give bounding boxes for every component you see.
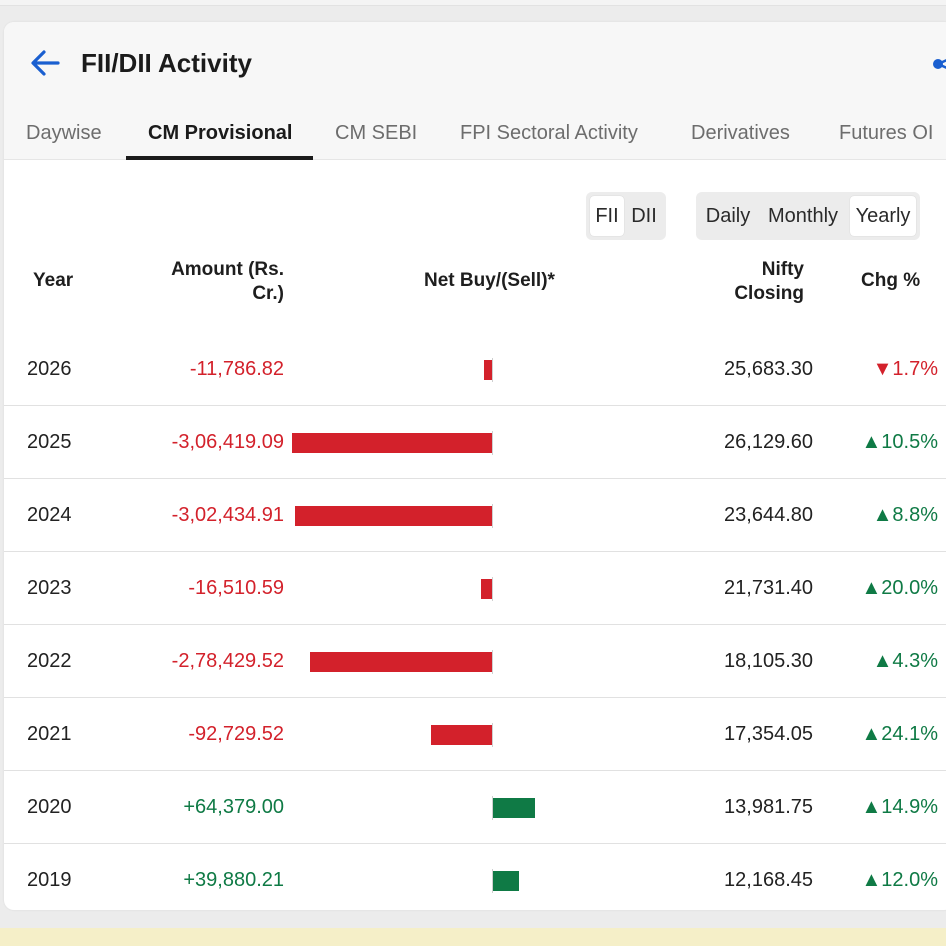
tab-cm-sebi[interactable]: CM SEBI [335, 122, 418, 144]
table-row: 2021 -92,729.52 17,354.05 ▲24.1% [4, 698, 946, 771]
row-change-percent: ▲12.0% [861, 869, 938, 891]
bar-axis [492, 431, 493, 455]
row-year: 2023 [27, 577, 72, 599]
row-amount: -16,510.59 [188, 577, 284, 599]
col-header-chg: Chg % [861, 270, 921, 291]
row-change-percent: ▲14.9% [861, 796, 938, 818]
row-divider [4, 478, 946, 479]
table-row: 2022 -2,78,429.52 18,105.30 ▲4.3% [4, 625, 946, 698]
row-divider [4, 405, 946, 406]
row-year: 2021 [27, 723, 72, 745]
row-nifty-closing: 21,731.40 [724, 577, 813, 599]
table-row: 2023 -16,510.59 21,731.40 ▲20.0% [4, 552, 946, 625]
row-divider [4, 843, 946, 844]
row-change-percent: ▲10.5% [861, 431, 938, 453]
net-bar [484, 360, 492, 380]
page-title: FII/DII Activity [81, 48, 252, 78]
row-nifty-closing: 17,354.05 [724, 723, 813, 745]
col-header-amount: Amount (Rs. Cr.) [171, 259, 284, 304]
row-divider [4, 770, 946, 771]
bar-axis [492, 650, 493, 674]
row-nifty-closing: 26,129.60 [724, 431, 813, 453]
toggle-fii[interactable]: FII [590, 196, 624, 236]
tab-bar: Daywise CM Provisional CM SEBI FPI Secto… [4, 114, 946, 160]
net-bar [493, 871, 520, 891]
toggle-yearly[interactable]: Yearly [850, 196, 916, 236]
row-change-percent: ▲8.8% [872, 504, 938, 526]
table-row: 2020 +64,379.00 13,981.75 ▲14.9% [4, 771, 946, 844]
bar-axis [492, 723, 493, 747]
row-year: 2019 [27, 869, 72, 891]
investor-toggle: FII DII [586, 192, 666, 240]
table-row: 2019 +39,880.21 12,168.45 ▲12.0% [4, 844, 946, 910]
bottom-strip [0, 928, 946, 946]
net-bar [292, 433, 492, 453]
row-amount: -3,06,419.09 [171, 431, 284, 453]
col-header-net: Net Buy/(Sell)* [424, 270, 555, 291]
top-edge [0, 0, 946, 6]
toggle-daily[interactable]: Daily [705, 205, 751, 227]
row-year: 2025 [27, 431, 72, 453]
row-nifty-closing: 18,105.30 [724, 650, 813, 672]
page-header: FII/DII Activity Daywise CM Provisional … [4, 22, 946, 160]
row-divider [4, 624, 946, 625]
row-year: 2026 [27, 358, 72, 380]
net-bar [481, 579, 492, 599]
row-amount: +64,379.00 [183, 796, 284, 818]
tab-derivatives[interactable]: Derivatives [691, 122, 790, 144]
toggle-dii[interactable]: DII [631, 205, 657, 227]
fii-dii-card: FII/DII Activity Daywise CM Provisional … [4, 22, 946, 910]
bar-axis [492, 358, 493, 382]
table-row: 2026 -11,786.82 25,683.30 ▼1.7% [4, 333, 946, 406]
row-amount: -2,78,429.52 [171, 650, 284, 672]
bar-axis [492, 796, 493, 820]
net-bar [310, 652, 492, 672]
net-bar [431, 725, 492, 745]
col-header-nifty: Nifty Closing [734, 259, 804, 304]
tab-fpi-sectoral-activity[interactable]: FPI Sectoral Activity [460, 122, 638, 144]
row-nifty-closing: 23,644.80 [724, 504, 813, 526]
col-header-year: Year [33, 270, 74, 291]
row-nifty-closing: 25,683.30 [724, 358, 813, 380]
row-year: 2022 [27, 650, 72, 672]
tab-daywise[interactable]: Daywise [26, 122, 102, 144]
row-change-percent: ▼1.7% [872, 358, 938, 380]
row-amount: -92,729.52 [188, 723, 284, 745]
row-change-percent: ▲20.0% [861, 577, 938, 599]
row-amount: -3,02,434.91 [171, 504, 284, 526]
bar-axis [492, 577, 493, 601]
net-bar [294, 506, 492, 526]
tab-cm-provisional[interactable]: CM Provisional [148, 122, 293, 144]
row-nifty-closing: 12,168.45 [724, 869, 813, 891]
tab-futures-oi[interactable]: Futures OI [839, 122, 934, 144]
row-year: 2020 [27, 796, 72, 818]
row-change-percent: ▲4.3% [872, 650, 938, 672]
period-toggle: Daily Monthly Yearly [696, 192, 920, 240]
row-amount: -11,786.82 [189, 358, 284, 380]
table-row: 2024 -3,02,434.91 23,644.80 ▲8.8% [4, 479, 946, 552]
active-tab-indicator [126, 156, 313, 160]
toggle-monthly[interactable]: Monthly [767, 205, 839, 227]
row-year: 2024 [27, 504, 72, 526]
bar-axis [492, 869, 493, 893]
net-bar [493, 798, 536, 818]
row-amount: +39,880.21 [183, 869, 284, 891]
row-change-percent: ▲24.1% [861, 723, 938, 745]
row-nifty-closing: 13,981.75 [724, 796, 813, 818]
table-row: 2025 -3,06,419.09 26,129.60 ▲10.5% [4, 406, 946, 479]
row-divider [4, 697, 946, 698]
arrow-left-icon[interactable] [28, 48, 62, 78]
row-divider [4, 551, 946, 552]
bar-axis [492, 504, 493, 528]
share-icon[interactable] [930, 52, 946, 76]
